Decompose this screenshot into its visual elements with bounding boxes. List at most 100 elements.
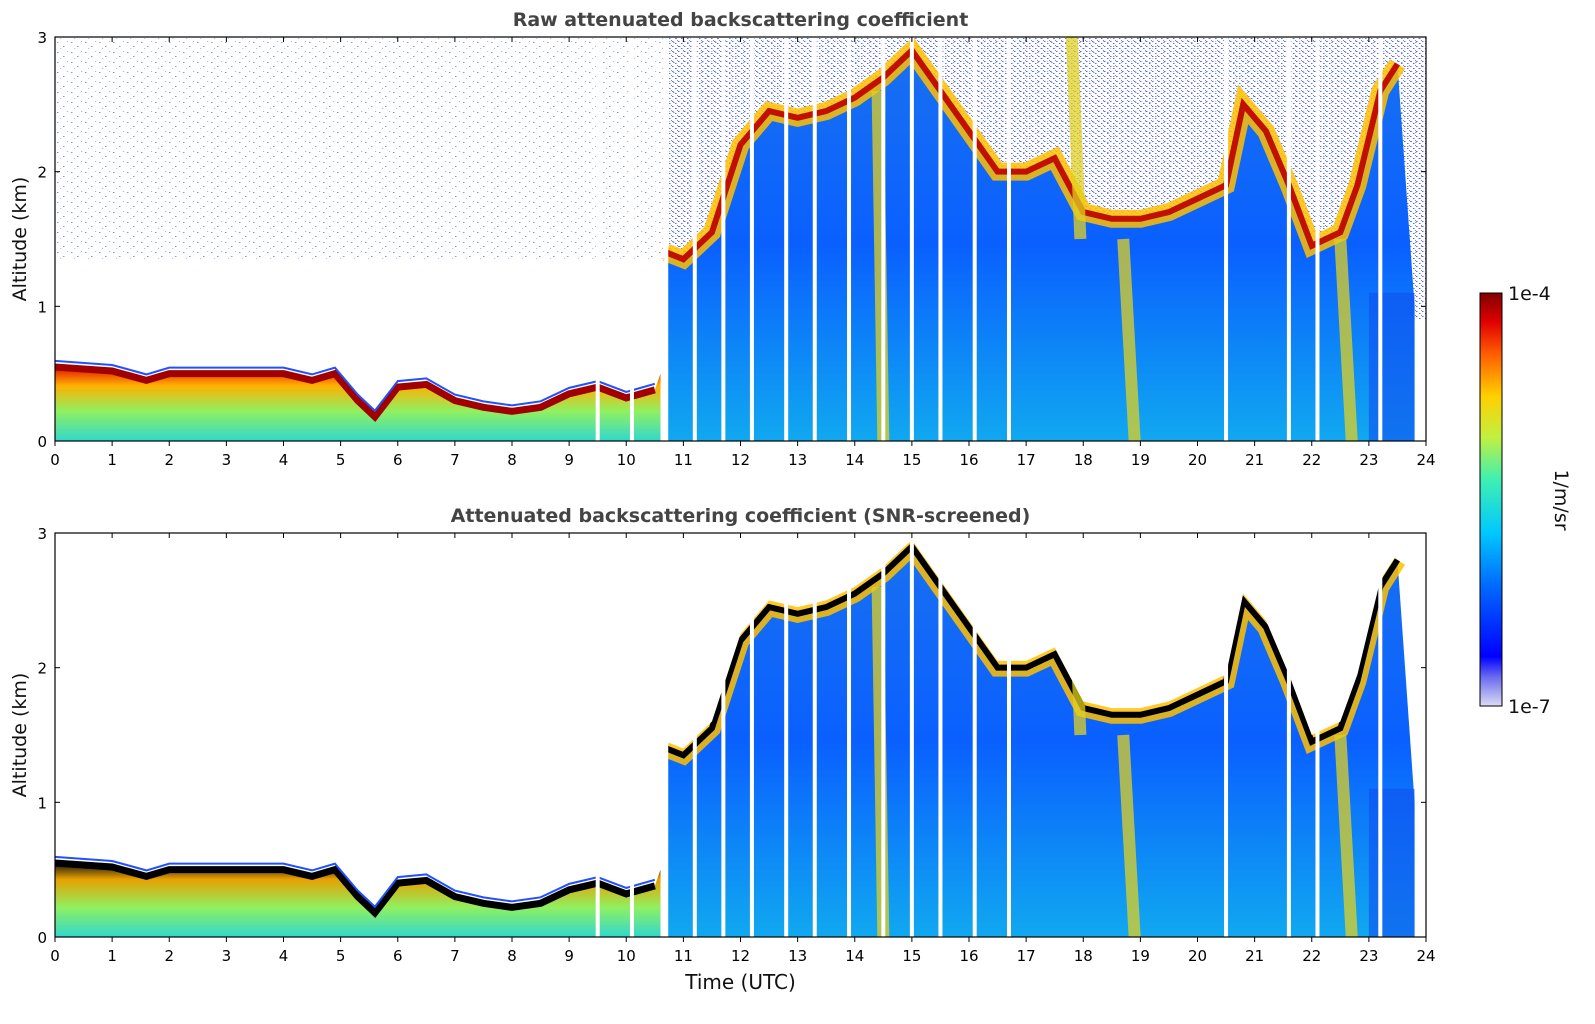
x-tick-label: 6 bbox=[393, 947, 403, 965]
data-gap bbox=[692, 37, 697, 441]
data-gap bbox=[1286, 37, 1291, 441]
x-tick-label: 19 bbox=[1131, 451, 1150, 469]
y-tick-label: 0 bbox=[37, 433, 47, 451]
x-tick-label: 13 bbox=[788, 451, 807, 469]
data-gap bbox=[629, 37, 634, 441]
fall-streak bbox=[1117, 238, 1141, 441]
fall-streak bbox=[1334, 238, 1358, 441]
x-tick-label: 24 bbox=[1416, 947, 1435, 965]
x-tick-label: 1 bbox=[107, 451, 117, 469]
x-tick-label: 22 bbox=[1302, 947, 1321, 965]
x-tick-label: 12 bbox=[731, 451, 750, 469]
x-tick-label: 21 bbox=[1245, 451, 1264, 469]
late-aerosol bbox=[1368, 788, 1415, 937]
data-gap bbox=[847, 37, 852, 441]
data-gap bbox=[909, 37, 914, 441]
x-tick-label: 0 bbox=[50, 947, 60, 965]
x-tick-label: 10 bbox=[617, 947, 636, 965]
x-tick-label: 23 bbox=[1359, 947, 1378, 965]
colorbar-max-label: 1e-4 bbox=[1508, 283, 1551, 305]
data-gap bbox=[812, 37, 817, 441]
data-gap bbox=[909, 533, 914, 937]
boundary-layer-top bbox=[55, 859, 656, 918]
x-tick-label: 24 bbox=[1416, 451, 1435, 469]
x-tick-label: 12 bbox=[731, 947, 750, 965]
x-tick-label: 11 bbox=[674, 947, 693, 965]
x-tick-label: 14 bbox=[845, 947, 864, 965]
panel-snr-screened: Attenuated backscattering coefficient (S… bbox=[9, 505, 1436, 994]
fall-streak bbox=[1334, 734, 1358, 937]
data-gap bbox=[1315, 533, 1320, 937]
x-tick-label: 1 bbox=[107, 947, 117, 965]
x-tick-label: 13 bbox=[788, 947, 807, 965]
x-tick-label: 15 bbox=[902, 451, 921, 469]
colorbar-unit-label: 1/m/sr bbox=[1550, 469, 1572, 530]
data-gap bbox=[1315, 37, 1320, 441]
data-gap bbox=[812, 533, 817, 937]
x-tick-label: 21 bbox=[1245, 947, 1264, 965]
data-gap bbox=[881, 37, 886, 441]
x-tick-label: 5 bbox=[336, 451, 346, 469]
y-tick-label: 0 bbox=[37, 929, 47, 947]
x-tick-label: 7 bbox=[450, 947, 460, 965]
x-tick-label: 9 bbox=[564, 451, 574, 469]
data-gap bbox=[784, 37, 789, 441]
y-tick-label: 3 bbox=[37, 29, 47, 47]
data-gap bbox=[664, 37, 669, 441]
fall-streak bbox=[1065, 37, 1087, 240]
data-gap bbox=[721, 37, 726, 441]
snr-mask bbox=[55, 533, 1426, 902]
data-gap bbox=[847, 533, 852, 937]
data-gap bbox=[972, 37, 977, 441]
data-gap bbox=[595, 37, 600, 441]
plot-title: Raw attenuated backscattering coefficien… bbox=[513, 9, 969, 31]
x-tick-label: 8 bbox=[507, 451, 517, 469]
boundary-layer-edge bbox=[55, 359, 656, 413]
x-tick-label: 18 bbox=[1074, 947, 1093, 965]
x-tick-label: 16 bbox=[959, 451, 978, 469]
x-tick-label: 2 bbox=[164, 947, 174, 965]
data-gap bbox=[1006, 37, 1011, 441]
x-tick-label: 18 bbox=[1074, 451, 1093, 469]
boundary-layer-top bbox=[55, 363, 656, 422]
x-tick-label: 14 bbox=[845, 451, 864, 469]
late-aerosol bbox=[1368, 292, 1415, 441]
x-tick-label: 8 bbox=[507, 947, 517, 965]
data-gap bbox=[1006, 533, 1011, 937]
x-tick-label: 20 bbox=[1188, 451, 1207, 469]
x-tick-label: 19 bbox=[1131, 947, 1150, 965]
heatmap-area bbox=[55, 37, 1426, 441]
x-tick-label: 4 bbox=[279, 947, 289, 965]
x-tick-label: 2 bbox=[164, 451, 174, 469]
x-axis-label: Time (UTC) bbox=[684, 970, 796, 994]
data-gap bbox=[1378, 37, 1383, 441]
x-tick-label: 5 bbox=[336, 947, 346, 965]
y-axis-label: Altitude (km) bbox=[9, 177, 31, 302]
plot-title: Attenuated backscattering coefficient (S… bbox=[451, 505, 1031, 527]
x-tick-label: 20 bbox=[1188, 947, 1207, 965]
heatmap-area bbox=[55, 533, 1426, 937]
x-tick-label: 17 bbox=[1017, 947, 1036, 965]
x-tick-label: 11 bbox=[674, 451, 693, 469]
data-gap bbox=[938, 37, 943, 441]
data-gap bbox=[938, 533, 943, 937]
data-gap bbox=[749, 533, 754, 937]
y-tick-label: 2 bbox=[37, 164, 47, 182]
data-gap bbox=[1378, 533, 1383, 937]
y-tick-label: 2 bbox=[37, 660, 47, 678]
data-gap bbox=[1224, 37, 1229, 441]
data-gap bbox=[972, 533, 977, 937]
x-tick-label: 15 bbox=[902, 947, 921, 965]
colorbar-gradient bbox=[1479, 292, 1503, 707]
x-tick-label: 9 bbox=[564, 947, 574, 965]
data-gap bbox=[721, 533, 726, 937]
boundary-layer-edge bbox=[55, 855, 656, 909]
colorbar: 1e-4 1e-7 1/m/sr bbox=[1479, 283, 1572, 718]
colorbar-min-label: 1e-7 bbox=[1508, 696, 1551, 718]
x-tick-label: 17 bbox=[1017, 451, 1036, 469]
x-tick-label: 23 bbox=[1359, 451, 1378, 469]
data-gap bbox=[1286, 533, 1291, 937]
x-tick-label: 16 bbox=[959, 947, 978, 965]
